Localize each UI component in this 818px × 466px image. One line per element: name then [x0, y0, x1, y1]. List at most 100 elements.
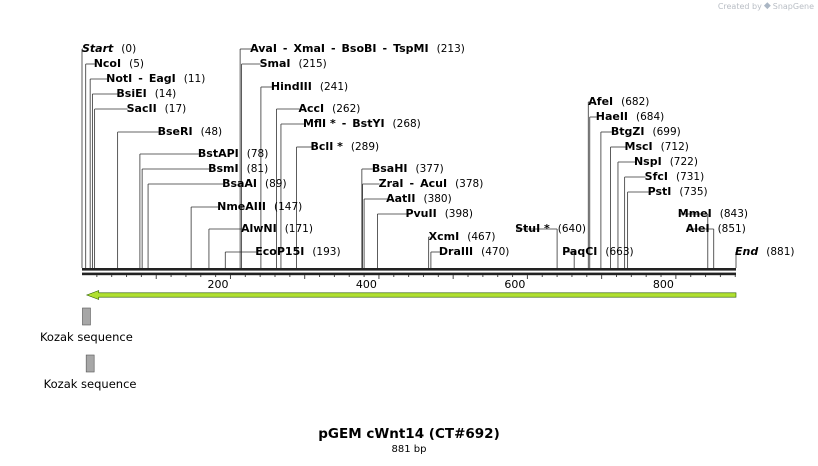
- site-position: (147): [274, 201, 303, 213]
- site-name: NotI: [106, 72, 133, 85]
- orf-arrow: [85, 290, 737, 300]
- site-position: (5): [129, 58, 144, 70]
- restriction-site: HaeII (684): [596, 110, 665, 124]
- restriction-site: SfcI (731): [645, 170, 705, 184]
- site-name: BstYI: [352, 117, 385, 130]
- site-name: BsaHI: [371, 162, 408, 175]
- site-name: AleI: [685, 222, 710, 235]
- site-position: (843): [719, 208, 748, 220]
- site-position: (377): [415, 163, 444, 175]
- site-position: (380): [423, 193, 452, 205]
- site-name: BsoBI: [341, 42, 377, 55]
- site-name: EcoP15I: [255, 245, 305, 258]
- site-position: (241): [319, 81, 349, 93]
- kozak-label: Kozak sequence: [43, 377, 137, 391]
- restriction-site: NcoI (5): [94, 57, 144, 71]
- site-name: AatII: [386, 192, 416, 205]
- site-position: (731): [675, 171, 705, 183]
- site-separator: -: [330, 42, 336, 55]
- site-name: XcmI: [428, 230, 460, 243]
- site-name: NmeAIII: [217, 200, 267, 213]
- site-name: MmeI: [677, 207, 712, 220]
- credit-brand: SnapGene: [772, 1, 814, 11]
- site-position: (470): [481, 246, 510, 258]
- site-position: (722): [669, 156, 698, 168]
- restriction-site: StuI * (640): [515, 222, 586, 236]
- site-name: SacII: [126, 102, 157, 115]
- restriction-site: DraIII (470): [439, 245, 510, 259]
- site-name: AfeI: [588, 95, 614, 108]
- site-position: (640): [557, 223, 587, 235]
- restriction-site: BstAPI (78): [198, 147, 268, 161]
- site-position: (398): [444, 208, 473, 220]
- site-name: Start: [82, 42, 114, 55]
- restriction-site: BsaAI (89): [222, 177, 287, 191]
- site-position: (14): [154, 88, 177, 100]
- site-name: PvuII: [405, 207, 437, 220]
- site-position: (881): [766, 246, 795, 258]
- restriction-site: BsmI (81): [208, 162, 268, 176]
- restriction-site: EcoP15I (193): [255, 245, 340, 259]
- restriction-site: PstI (735): [648, 185, 708, 199]
- axis-tick-label: 600: [504, 278, 525, 291]
- site-position: (171): [284, 223, 313, 235]
- kozak-label: Kozak sequence: [39, 330, 133, 344]
- backbone-line-top: [82, 268, 736, 271]
- site-name: SfcI: [644, 170, 668, 183]
- site-name: BclI *: [310, 140, 343, 153]
- restriction-site: MflI * - BstYI (268): [303, 117, 421, 131]
- site-position: (48): [200, 126, 223, 138]
- site-position: (467): [467, 231, 496, 243]
- site-position: (262): [332, 103, 361, 115]
- axis-tick-label: 400: [356, 278, 377, 291]
- site-name: BsiEI: [116, 87, 147, 100]
- site-position: (682): [621, 96, 650, 108]
- restriction-site: BtgZI (699): [611, 125, 681, 139]
- credit-text: Created by: [717, 1, 762, 11]
- restriction-site: AatII (380): [386, 192, 452, 206]
- site-name: ZraI: [378, 177, 404, 190]
- map-title: pGEM cWnt14 (CT#692): [318, 426, 500, 442]
- site-position: (193): [312, 246, 341, 258]
- axis-tick-label: 800: [653, 278, 674, 291]
- site-position: (11): [183, 73, 206, 85]
- restriction-site: AleI (851): [686, 222, 746, 236]
- site-name: MscI: [624, 140, 653, 153]
- site-position: (684): [636, 111, 665, 123]
- site-separator: -: [282, 42, 288, 55]
- restriction-site: AccI (262): [298, 102, 360, 116]
- site-position: (663): [605, 246, 634, 258]
- site-name: PaqCI: [562, 245, 598, 258]
- site-position: (699): [652, 126, 681, 138]
- restriction-site: PvuII (398): [405, 207, 472, 221]
- site-name: SmaI: [259, 57, 291, 70]
- axis-tick-label: 200: [207, 278, 228, 291]
- restriction-site: NspI (722): [634, 155, 698, 169]
- site-position: (17): [164, 103, 187, 115]
- restriction-site: End (881): [735, 245, 794, 259]
- site-name: End: [735, 245, 759, 258]
- site-position: (851): [717, 223, 746, 235]
- site-separator: -: [341, 117, 347, 130]
- site-name: BstAPI: [197, 147, 239, 160]
- restriction-site: SmaI (215): [260, 57, 327, 71]
- site-name: BtgZI: [610, 125, 645, 138]
- restriction-site: MscI (712): [625, 140, 689, 154]
- restriction-site: AfeI (682): [588, 95, 649, 109]
- site-name: StuI *: [515, 222, 550, 235]
- site-position: (78): [246, 148, 269, 160]
- site-position: (712): [660, 141, 689, 153]
- site-position: (213): [436, 43, 465, 55]
- map-length: 881 bp: [391, 444, 427, 455]
- snapgene-logo-icon: ◆: [763, 1, 771, 11]
- site-name: BsmI: [208, 162, 239, 175]
- site-name: AlwNI: [240, 222, 277, 235]
- site-name: PstI: [647, 185, 672, 198]
- restriction-site: Start (0): [82, 42, 136, 56]
- site-position: (289): [350, 141, 380, 153]
- restriction-site: SacII (17): [127, 102, 187, 116]
- restriction-site: MmeI (843): [678, 207, 748, 221]
- site-name: AcuI: [420, 177, 448, 190]
- kozak-box: [85, 354, 95, 373]
